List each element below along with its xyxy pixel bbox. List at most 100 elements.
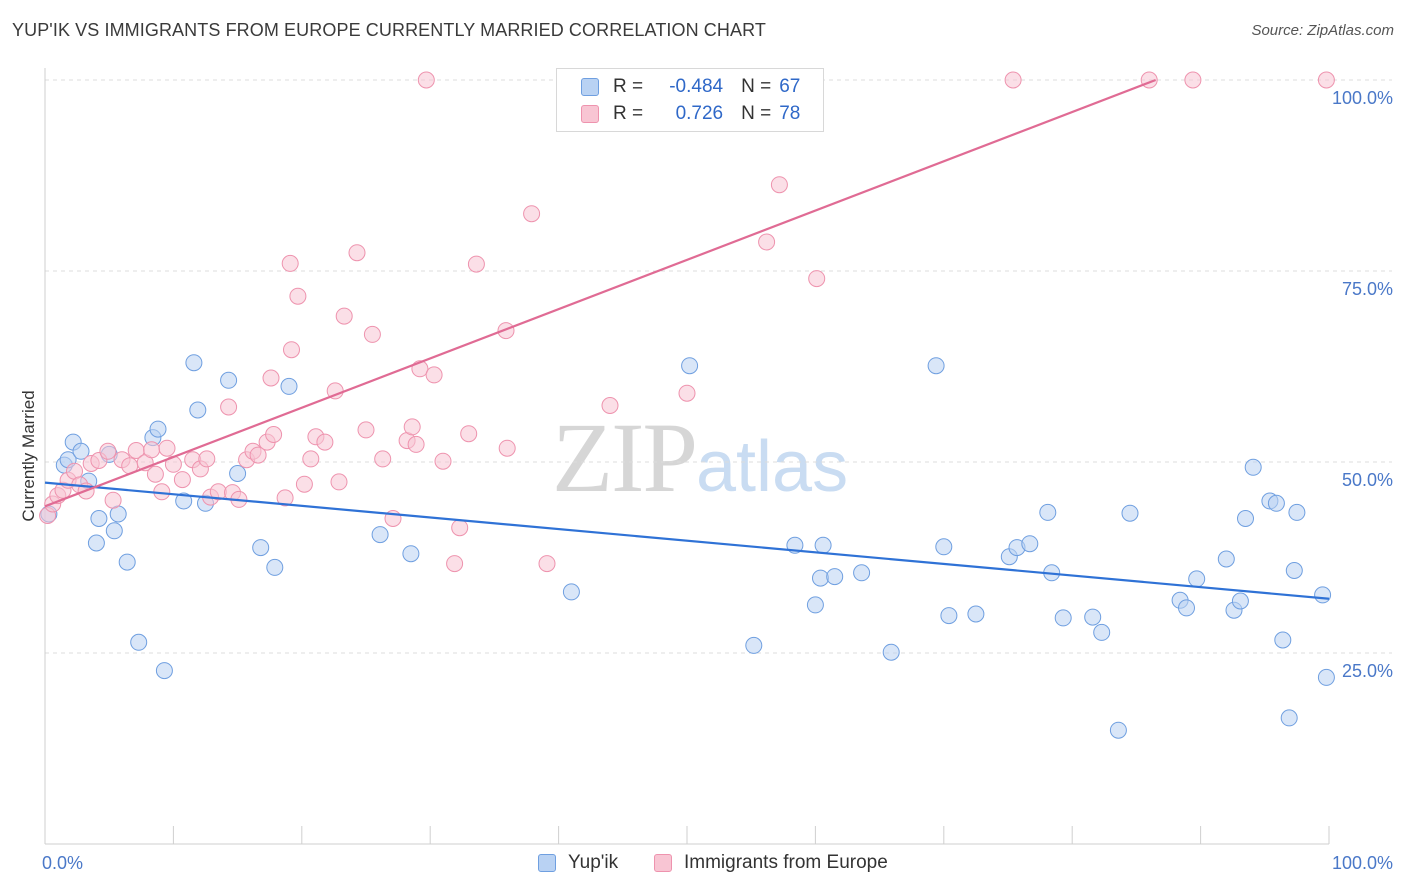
immigrants-point xyxy=(220,398,238,416)
legend-r-label: R = xyxy=(613,103,644,124)
immigrants-point xyxy=(467,255,485,273)
immigrants-point xyxy=(143,441,161,459)
y-tick-label: 100.0% xyxy=(1332,88,1393,108)
y-tick-label: 50.0% xyxy=(1342,470,1393,490)
yupik-point xyxy=(1317,668,1335,686)
immigrants-point xyxy=(678,384,696,402)
x-tick-label-min: 0.0% xyxy=(42,853,83,873)
immigrants-point xyxy=(451,519,469,537)
immigrants-trend-line xyxy=(44,78,1157,508)
yupik-point xyxy=(1285,562,1303,579)
immigrants-point xyxy=(808,270,826,288)
chart-title: YUP'IK VS IMMIGRANTS FROM EUROPE CURRENT… xyxy=(12,20,766,40)
immigrants-point xyxy=(1317,71,1335,89)
yupik-point xyxy=(1054,609,1072,627)
yupik-point xyxy=(105,522,123,540)
immigrants-point xyxy=(403,418,421,436)
immigrants-point xyxy=(601,397,619,414)
immigrants-point xyxy=(276,489,294,507)
yupik-point xyxy=(220,371,238,389)
trend-lines xyxy=(44,78,1330,600)
immigrants-point xyxy=(363,325,381,343)
yupik-point xyxy=(1178,599,1195,617)
x-tick-label-max: 100.0% xyxy=(1332,853,1393,873)
legend-swatch-yupik xyxy=(538,854,556,872)
yupik-point xyxy=(745,636,763,654)
yupik-point xyxy=(1314,586,1332,604)
legend-item-yupik[interactable]: Yup'ik xyxy=(538,852,618,874)
immigrants-point xyxy=(446,555,464,573)
yupik-point xyxy=(853,564,871,582)
correlation-legend: R = -0.484 N = 67 R = 0.726 N = 78 xyxy=(556,68,824,132)
immigrants-point xyxy=(335,307,353,325)
yupik-point xyxy=(149,420,167,438)
yupik-point xyxy=(814,536,832,554)
yupik-point xyxy=(940,607,958,625)
legend-label-immigrants: Immigrants from Europe xyxy=(684,852,888,873)
immigrants-point xyxy=(198,450,216,468)
yupik-point xyxy=(1217,550,1235,568)
immigrants-point xyxy=(425,366,443,384)
yupik-trend-line xyxy=(44,481,1330,600)
yupik-point xyxy=(87,534,105,552)
legend-swatch-blue xyxy=(581,78,599,96)
legend-swatch-pink xyxy=(581,105,599,123)
immigrants-point xyxy=(460,425,478,443)
immigrants-point xyxy=(758,233,776,251)
yupik-point xyxy=(280,377,298,395)
yupik-point xyxy=(812,569,829,587)
immigrants-point xyxy=(104,491,122,509)
yupik-point xyxy=(1231,592,1249,610)
yupik-point xyxy=(1244,458,1262,476)
y-tick-label: 75.0% xyxy=(1342,279,1393,299)
yupik-point xyxy=(130,633,148,651)
yupik-point xyxy=(1267,494,1285,512)
source-credit: Source: ZipAtlas.com xyxy=(1251,22,1394,39)
y-axis-label: Currently Married xyxy=(19,390,38,521)
immigrants-point xyxy=(1004,71,1022,89)
legend-n-value: 78 xyxy=(779,103,801,124)
immigrants-point xyxy=(538,555,556,573)
yupik-point xyxy=(371,526,389,544)
yupik-point xyxy=(118,553,136,571)
watermark: ZIPatlas xyxy=(552,400,848,515)
immigrants-point xyxy=(523,205,541,223)
immigrants-point xyxy=(357,421,375,439)
yupik-point xyxy=(189,401,207,419)
yupik-point xyxy=(927,357,945,375)
immigrants-point xyxy=(146,465,164,483)
yupik-point xyxy=(229,465,247,482)
legend-row-yupik: R = -0.484 N = 67 xyxy=(581,75,800,99)
yupik-point xyxy=(155,662,173,680)
series-legend: Yup'ik Immigrants from Europe xyxy=(0,852,1406,878)
yupik-point xyxy=(1093,623,1111,641)
yupik-point xyxy=(1084,608,1102,626)
yupik-point xyxy=(266,558,284,576)
immigrants-point xyxy=(348,244,366,262)
immigrants-point xyxy=(770,176,788,194)
legend-r-value: -0.484 xyxy=(669,76,724,97)
yupik-point xyxy=(1188,570,1206,588)
immigrants-point xyxy=(283,341,300,359)
watermark-atlas: atlas xyxy=(696,427,849,507)
legend-r-value: 0.726 xyxy=(675,103,724,124)
immigrants-point xyxy=(316,433,334,451)
watermark-zip: ZIP xyxy=(552,402,698,513)
yupik-point xyxy=(185,354,203,372)
yupik-point xyxy=(967,605,985,623)
legend-n-value: 67 xyxy=(779,76,801,97)
yupik-point xyxy=(175,492,193,510)
immigrants-point xyxy=(434,452,452,470)
immigrants-point xyxy=(281,254,299,272)
y-tick-label: 25.0% xyxy=(1342,661,1393,681)
tick-labels: 25.0% 50.0% 75.0% 100.0% 0.0% 100.0% xyxy=(42,88,1393,873)
immigrants-point xyxy=(302,450,320,468)
immigrants-point xyxy=(262,369,280,387)
immigrants-point xyxy=(497,322,515,340)
legend-item-immigrants[interactable]: Immigrants from Europe xyxy=(654,852,888,874)
yupik-point xyxy=(1039,503,1057,521)
immigrants-point xyxy=(407,435,425,453)
immigrants-point xyxy=(99,442,117,460)
immigrants-point xyxy=(173,471,191,489)
